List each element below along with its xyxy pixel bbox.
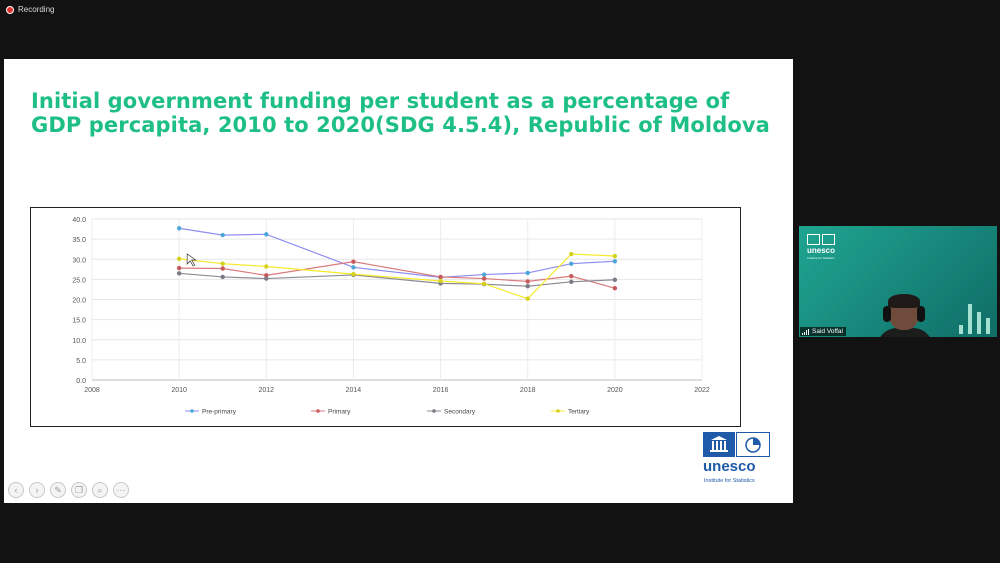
data-point-secondary xyxy=(525,284,530,289)
data-point-tertiary xyxy=(525,296,530,301)
chart-frame: 0.0 5.0 10.0 15.0 20.0 25.0 30.0 35.0 40.0 2008 20… xyxy=(30,207,741,427)
data-point-primary xyxy=(351,259,356,264)
y-tick-label: 5.0 xyxy=(76,358,86,365)
participant-name: Said Voffal xyxy=(812,328,843,335)
x-tick-label: 2010 xyxy=(171,387,187,394)
y-tick-label: 10.0 xyxy=(72,338,86,345)
data-point-tertiary xyxy=(220,261,225,266)
data-point-pre-primary xyxy=(351,265,356,270)
legend-marker xyxy=(432,409,436,413)
mouse-cursor-icon xyxy=(186,253,197,267)
uis-emblem-icon xyxy=(736,432,770,457)
series-line-pre-primary xyxy=(179,227,615,278)
data-point-tertiary xyxy=(481,281,487,287)
data-point-primary xyxy=(569,273,574,279)
unesco-logo: unesco Institute for Statistics xyxy=(703,432,773,492)
x-tick-label: 2012 xyxy=(258,387,274,394)
y-tick-label: 25.0 xyxy=(72,277,86,284)
legend-label: Primary xyxy=(328,409,351,416)
legend-marker xyxy=(556,409,560,413)
data-point-pre-primary xyxy=(220,232,225,238)
y-tick-label: 15.0 xyxy=(72,318,86,325)
slide-title: Initial government funding per student a… xyxy=(31,89,770,137)
more-icon[interactable]: ··· xyxy=(113,482,129,498)
video-unesco-wordmark: unesco xyxy=(807,246,836,255)
x-tick-label: 2008 xyxy=(84,387,100,394)
unesco-temple-icon xyxy=(703,432,735,457)
data-point-tertiary xyxy=(351,271,356,277)
data-point-primary xyxy=(481,276,487,281)
forward-icon[interactable]: › xyxy=(29,482,45,498)
x-tick-label: 2022 xyxy=(694,387,710,394)
data-point-pre-primary xyxy=(525,270,530,276)
top-bar: Recording xyxy=(0,0,1000,22)
x-tick-label: 2018 xyxy=(520,387,536,394)
y-tick-label: 35.0 xyxy=(72,237,86,244)
legend-label: Pre-primary xyxy=(202,409,237,416)
x-tick-label: 2014 xyxy=(346,387,362,394)
recording-label: Recording xyxy=(18,5,55,14)
data-point-primary xyxy=(525,279,530,284)
data-point-pre-primary xyxy=(569,261,574,266)
data-point-primary xyxy=(176,265,182,271)
data-point-primary xyxy=(264,273,269,278)
record-dot-icon xyxy=(6,5,14,14)
data-point-secondary xyxy=(220,274,225,280)
video-background-bars xyxy=(959,304,990,334)
data-point-tertiary xyxy=(264,264,269,269)
data-point-tertiary xyxy=(176,256,182,262)
headphones-icon xyxy=(883,306,891,322)
legend-marker xyxy=(316,409,320,413)
data-point-primary xyxy=(612,286,618,291)
data-point-tertiary xyxy=(612,253,618,259)
data-point-secondary xyxy=(569,279,574,284)
unesco-subtitle: Institute for Statistics xyxy=(704,478,755,484)
video-unesco-subtitle: Institute for Statistics xyxy=(807,256,835,260)
y-tick-label: 30.0 xyxy=(72,257,86,264)
shared-slide: Initial government funding per student a… xyxy=(4,59,793,503)
back-icon[interactable]: ‹ xyxy=(8,482,24,498)
data-point-pre-primary xyxy=(481,272,487,277)
data-point-secondary xyxy=(264,276,269,281)
pen-icon[interactable]: ✎ xyxy=(50,482,66,498)
data-point-tertiary xyxy=(438,278,443,284)
data-point-primary xyxy=(220,266,225,271)
y-tick-label: 20.0 xyxy=(72,298,86,305)
data-point-primary xyxy=(438,274,443,280)
x-tick-label: 2016 xyxy=(433,387,449,394)
unesco-wordmark: unesco xyxy=(703,458,756,475)
signal-strength-icon xyxy=(802,328,809,335)
series-line-tertiary xyxy=(179,253,615,300)
data-point-pre-primary xyxy=(612,259,618,264)
recording-indicator[interactable]: Recording xyxy=(6,5,54,14)
data-point-pre-primary xyxy=(176,226,182,231)
legend-marker xyxy=(190,409,194,413)
data-point-secondary xyxy=(612,277,618,282)
y-tick-label: 40.0 xyxy=(72,217,86,224)
data-point-pre-primary xyxy=(264,232,269,237)
y-tick-label: 0.0 xyxy=(76,378,86,385)
copy-icon[interactable]: ❐ xyxy=(71,482,87,498)
slide-toolbar: ‹ › ✎ ❐ ⌕ ··· xyxy=(8,482,129,498)
x-tick-label: 2020 xyxy=(607,387,623,394)
legend-label: Secondary xyxy=(444,409,476,416)
zoom-icon[interactable]: ⌕ xyxy=(92,482,108,498)
line-chart: 0.0 5.0 10.0 15.0 20.0 25.0 30.0 35.0 40.0 2008 20… xyxy=(72,217,710,416)
participant-name-tag: Said Voffal xyxy=(800,327,846,336)
data-point-secondary xyxy=(176,271,182,276)
participant-video[interactable]: unesco Institute for Statistics Said Vof… xyxy=(799,226,997,337)
data-point-tertiary xyxy=(569,251,574,257)
participant-person xyxy=(877,294,933,337)
video-unesco-emblem-icon xyxy=(807,234,837,246)
legend-label: Tertiary xyxy=(568,409,590,416)
